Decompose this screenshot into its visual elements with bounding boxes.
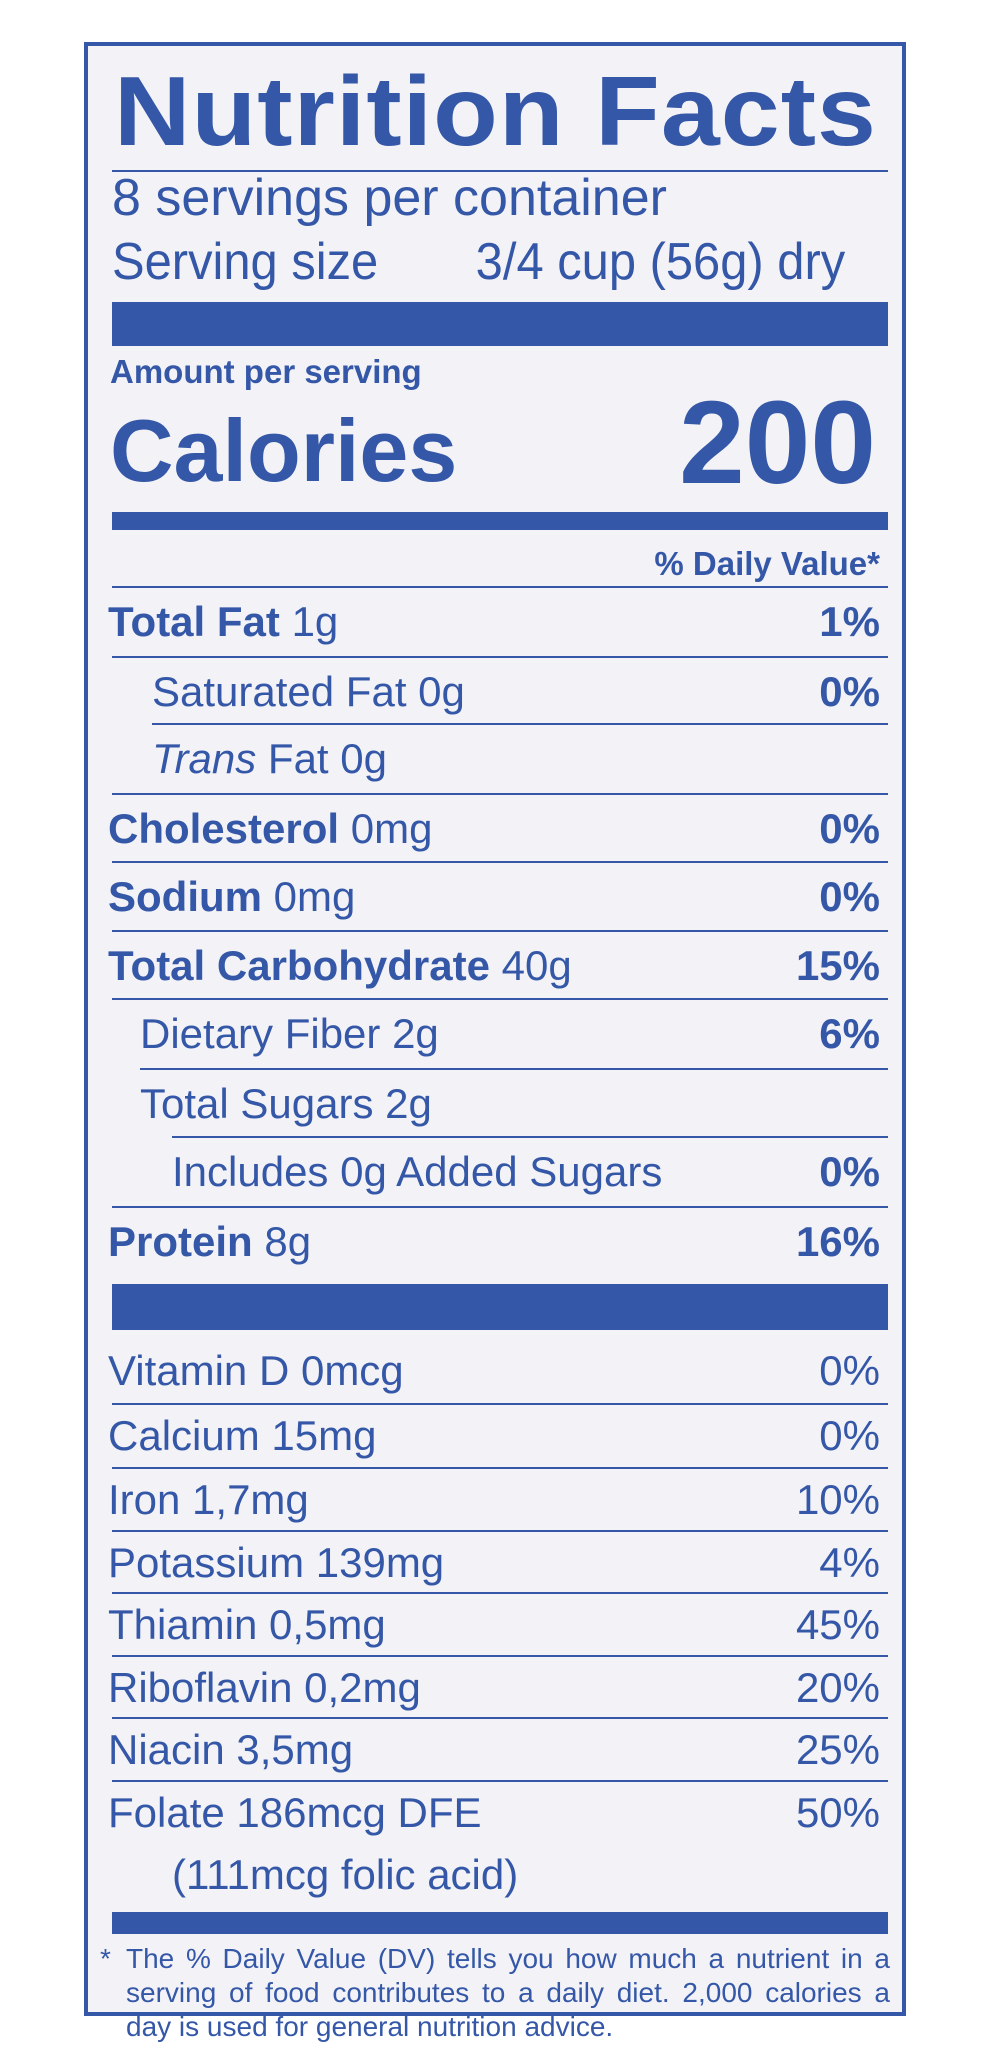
nutrient-dv: 0%: [819, 873, 880, 920]
footnote-text: The % Daily Value (DV) tells you how muc…: [126, 1943, 890, 2042]
vitamin-text: Folate 186mcg DFE: [108, 1789, 482, 1836]
nutrient-dv: 6%: [819, 1010, 880, 1057]
footnote-asterisk: *: [100, 1943, 111, 1974]
divider: [112, 930, 888, 932]
nutrient-amount: 40g: [501, 942, 572, 989]
vitamin-dv: 10%: [795, 1476, 880, 1523]
divider: [112, 793, 888, 795]
serving-size-label: Serving size: [112, 233, 379, 291]
vitamin-text: Niacin 3,5mg: [108, 1726, 354, 1773]
thick-divider: [112, 1284, 888, 1330]
vitamin-text: Thiamin 0,5mg: [108, 1601, 386, 1648]
vitamin-row: Iron 1,7mg 10%: [108, 1469, 884, 1531]
nutrient-dv: 0%: [819, 1148, 880, 1195]
nutrient-name: Sodium: [108, 873, 262, 920]
divider: [112, 998, 888, 1000]
nutrient-dv: 0%: [819, 805, 880, 852]
vitamin-row: Riboflavin 0,2mg 20%: [108, 1657, 884, 1719]
thick-divider: [112, 302, 888, 346]
daily-value-footnote: * The % Daily Value (DV) tells you how m…: [100, 1942, 890, 2044]
divider: [112, 1717, 888, 1719]
vitamin-row: Niacin 3,5mg 25%: [108, 1719, 884, 1781]
vitamin-row: Thiamin 0,5mg 45%: [108, 1594, 884, 1656]
serving-size-value: 3/4 cup (56g) dry: [475, 233, 846, 291]
vitamin-row: Potassium 139mg 4%: [108, 1532, 884, 1594]
nutrient-amount: 0mg: [350, 805, 433, 852]
vitamin-text: Calcium 15mg: [108, 1412, 377, 1459]
nutrient-row-added-sugars: Includes 0g Added Sugars 0%: [172, 1138, 884, 1206]
nutrient-name-suffix: Fat: [267, 735, 329, 782]
vitamin-text: Riboflavin 0,2mg: [108, 1664, 421, 1711]
nutrient-row-saturated-fat: Saturated Fat 0g 0%: [152, 658, 884, 726]
calories-value: 200: [679, 377, 876, 509]
divider: [112, 1403, 888, 1405]
divider: [112, 1592, 888, 1594]
divider: [112, 861, 888, 863]
nutrient-amount: 0g: [340, 735, 387, 782]
amount-per-serving: Amount per serving: [110, 353, 422, 390]
nutrient-name: Dietary Fiber: [140, 1010, 381, 1057]
nutrient-name: Includes 0g Added Sugars: [172, 1148, 663, 1195]
vitamin-dv: 0%: [819, 1412, 880, 1459]
divider: [112, 1530, 888, 1532]
nutrient-row-total-sugars: Total Sugars 2g: [140, 1070, 884, 1138]
divider: [112, 1780, 888, 1782]
nutrient-amount: 0g: [418, 668, 465, 715]
vitamin-row: Calcium 15mg 0%: [108, 1405, 884, 1467]
nutrient-amount: 2g: [385, 1080, 432, 1127]
nutrient-dv: 15%: [795, 942, 880, 989]
nutrient-row-cholesterol: Cholesterol 0mg 0%: [108, 795, 884, 863]
nutrient-name: Total Fat: [108, 598, 280, 645]
medium-divider: [112, 1912, 888, 1934]
nutrient-row-total-carbohydrate: Total Carbohydrate 40g 15%: [108, 932, 884, 1000]
divider: [112, 170, 888, 172]
nutrient-name: Total Sugars: [140, 1080, 374, 1127]
nutrient-amount: 0mg: [273, 873, 356, 920]
vitamin-dv: 20%: [795, 1664, 880, 1711]
nutrient-row-sodium: Sodium 0mg 0%: [108, 863, 884, 931]
nutrient-row-protein: Protein 8g 16%: [108, 1208, 884, 1276]
divider: [112, 1467, 888, 1469]
vitamin-dv: 25%: [795, 1726, 880, 1773]
nutrient-dv: 16%: [795, 1218, 880, 1265]
label-title: Nutrition Facts: [114, 56, 877, 166]
serving-size-row: Serving size 3/4 cup (56g) dry: [112, 230, 845, 294]
vitamin-dv: 45%: [795, 1601, 880, 1648]
nutrient-row-total-fat: Total Fat 1g 1%: [108, 588, 884, 656]
calories-label: Calories: [110, 401, 458, 500]
divider: [152, 723, 888, 725]
vitamin-row: Folate 186mcg DFE 50%: [108, 1782, 884, 1844]
nutrient-amount: 8g: [264, 1218, 312, 1265]
nutrient-dv: 0%: [819, 668, 880, 715]
vitamin-text: Vitamin D 0mcg: [108, 1347, 404, 1394]
nutrient-row-trans-fat: Trans Fat 0g: [152, 725, 884, 793]
nutrient-dv: 1%: [819, 598, 880, 645]
divider: [112, 1655, 888, 1657]
vitamin-dv: 0%: [819, 1347, 880, 1394]
nutrient-amount: 1g: [291, 598, 339, 645]
servings-per-container: 8 servings per container: [112, 169, 667, 227]
vitamin-text: Potassium 139mg: [108, 1539, 445, 1586]
vitamin-row: Vitamin D 0mcg 0%: [108, 1340, 884, 1402]
nutrient-name: Saturated Fat: [152, 668, 407, 715]
vitamin-dv: 50%: [795, 1789, 880, 1836]
nutrient-name: Trans: [152, 735, 257, 782]
divider: [172, 1136, 888, 1138]
vitamin-text: Iron 1,7mg: [108, 1476, 309, 1523]
folic-acid-note: (111mcg folic acid): [172, 1851, 519, 1898]
divider: [140, 1068, 888, 1070]
nutrient-row-dietary-fiber: Dietary Fiber 2g 6%: [140, 1000, 884, 1068]
nutrient-name: Protein: [108, 1218, 253, 1265]
nutrient-name: Total Carbohydrate: [108, 942, 490, 989]
divider: [112, 656, 888, 658]
medium-divider: [112, 512, 888, 530]
daily-value-header: % Daily Value*: [654, 545, 880, 582]
nutrient-name: Cholesterol: [108, 805, 340, 852]
divider: [112, 1206, 888, 1208]
nutrition-facts-panel: Nutrition Facts 8 servings per container…: [84, 42, 906, 2042]
vitamin-dv: 4%: [819, 1539, 880, 1586]
nutrient-amount: 2g: [392, 1010, 439, 1057]
divider: [112, 586, 888, 588]
